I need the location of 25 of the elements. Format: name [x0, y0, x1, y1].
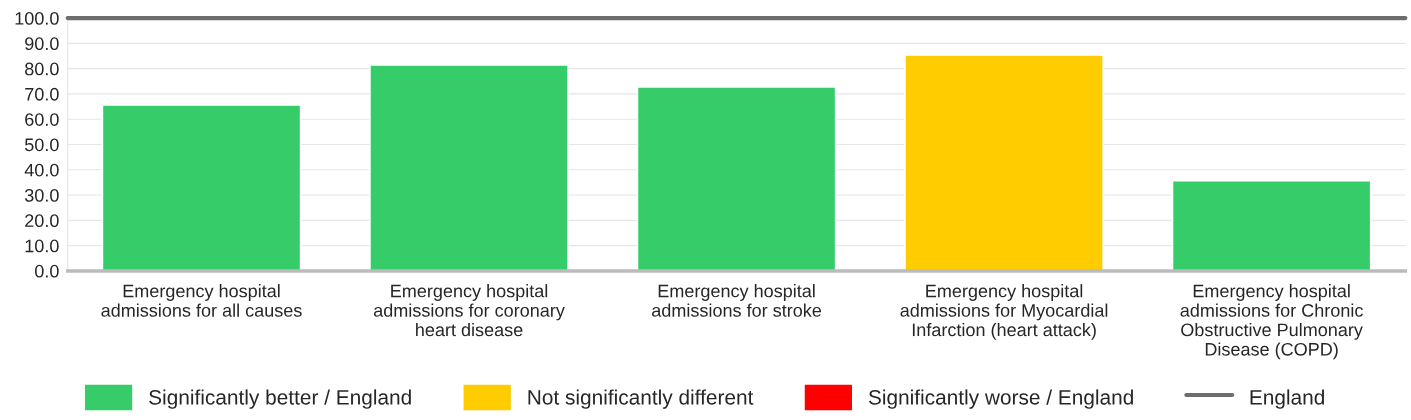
y-tick-label: 100.0: [15, 11, 59, 25]
y-tick-label: 60.0: [25, 113, 59, 126]
x-tick-label: Emergency hospital admissions for coronary heart disease: [373, 284, 565, 337]
y-tick-label: 20.0: [25, 214, 59, 228]
y-tick-label: 0.0: [35, 264, 59, 278]
legend-label: Not significantly different: [528, 389, 754, 409]
x-tick-label: Emergency hospital admissions for all causes: [101, 284, 302, 317]
y-tick-label: 40.0: [24, 163, 59, 177]
y-tick-label: 10.0: [25, 239, 59, 253]
y-tick-label: 70.0: [25, 87, 59, 101]
y-tick-label: 80.0: [25, 62, 59, 76]
bar: [636, 86, 837, 271]
y-tick-label: 30.0: [24, 188, 59, 202]
y-tick-label: 50.0: [24, 138, 59, 152]
legend-label: Significantly better / England: [149, 389, 411, 409]
bar: [1171, 180, 1372, 271]
legend-label: England: [1250, 389, 1324, 409]
legend-label: Significantly worse / England: [868, 389, 1133, 409]
bar: [904, 54, 1104, 271]
bar: [369, 64, 569, 271]
bar: [101, 104, 302, 271]
y-tick-label: 90.0: [25, 37, 59, 51]
x-tick-label: Emergency hospital admissions for Myocardial Infarction (heart attack): [900, 284, 1108, 340]
x-tick-label: Emergency hospital admissions for Chronic Obstructive Pulmonary Disease (COPD): [1180, 284, 1363, 360]
x-tick-label: Emergency hospital admissions for stroke: [652, 284, 822, 317]
